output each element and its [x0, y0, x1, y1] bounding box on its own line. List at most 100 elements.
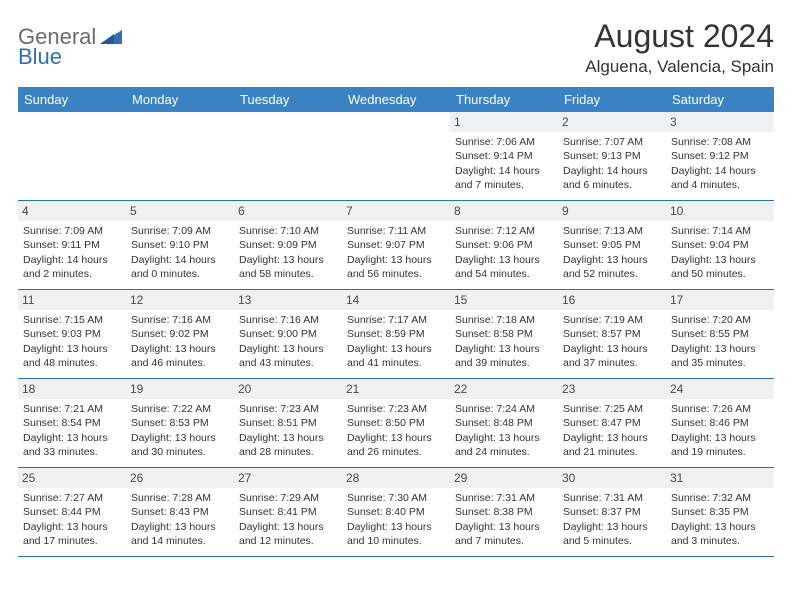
daylight-line: Daylight: 13 hours and 26 minutes.: [347, 431, 445, 459]
day-number: 26: [126, 468, 234, 488]
daylight-line: Daylight: 13 hours and 19 minutes.: [671, 431, 769, 459]
day-number: 5: [126, 201, 234, 221]
sunset-line: Sunset: 9:02 PM: [131, 327, 229, 341]
weekday-header-cell: Friday: [558, 87, 666, 112]
sunset-line: Sunset: 9:06 PM: [455, 238, 553, 252]
sunset-line: Sunset: 9:13 PM: [563, 149, 661, 163]
day-info: Sunrise: 7:29 AMSunset: 8:41 PMDaylight:…: [239, 491, 337, 548]
calendar-grid: 1Sunrise: 7:06 AMSunset: 9:14 PMDaylight…: [18, 112, 774, 557]
daylight-line: Daylight: 13 hours and 39 minutes.: [455, 342, 553, 370]
daylight-line: Daylight: 13 hours and 41 minutes.: [347, 342, 445, 370]
sunrise-line: Sunrise: 7:24 AM: [455, 402, 553, 416]
sunset-line: Sunset: 8:47 PM: [563, 416, 661, 430]
sunset-line: Sunset: 8:35 PM: [671, 505, 769, 519]
sunrise-line: Sunrise: 7:11 AM: [347, 224, 445, 238]
day-number: 29: [450, 468, 558, 488]
day-info: Sunrise: 7:09 AMSunset: 9:10 PMDaylight:…: [131, 224, 229, 281]
sunset-line: Sunset: 8:44 PM: [23, 505, 121, 519]
sunrise-line: Sunrise: 7:07 AM: [563, 135, 661, 149]
calendar-day-cell: 30Sunrise: 7:31 AMSunset: 8:37 PMDayligh…: [558, 468, 666, 556]
location-text: Alguena, Valencia, Spain: [585, 57, 774, 77]
sunrise-line: Sunrise: 7:16 AM: [239, 313, 337, 327]
daylight-line: Daylight: 13 hours and 50 minutes.: [671, 253, 769, 281]
sunrise-line: Sunrise: 7:15 AM: [23, 313, 121, 327]
calendar-day-cell: 15Sunrise: 7:18 AMSunset: 8:58 PMDayligh…: [450, 290, 558, 378]
sunrise-line: Sunrise: 7:06 AM: [455, 135, 553, 149]
day-info: Sunrise: 7:07 AMSunset: 9:13 PMDaylight:…: [563, 135, 661, 192]
calendar-day-cell: 12Sunrise: 7:16 AMSunset: 9:02 PMDayligh…: [126, 290, 234, 378]
calendar-day-cell: 23Sunrise: 7:25 AMSunset: 8:47 PMDayligh…: [558, 379, 666, 467]
daylight-line: Daylight: 14 hours and 4 minutes.: [671, 164, 769, 192]
day-info: Sunrise: 7:23 AMSunset: 8:51 PMDaylight:…: [239, 402, 337, 459]
day-number: 19: [126, 379, 234, 399]
daylight-line: Daylight: 13 hours and 52 minutes.: [563, 253, 661, 281]
sunrise-line: Sunrise: 7:31 AM: [563, 491, 661, 505]
calendar-week-row: 1Sunrise: 7:06 AMSunset: 9:14 PMDaylight…: [18, 112, 774, 200]
day-number: 21: [342, 379, 450, 399]
sunrise-line: Sunrise: 7:23 AM: [239, 402, 337, 416]
day-number: 22: [450, 379, 558, 399]
sunset-line: Sunset: 9:05 PM: [563, 238, 661, 252]
day-number: [342, 112, 450, 116]
day-number: 23: [558, 379, 666, 399]
sunrise-line: Sunrise: 7:22 AM: [131, 402, 229, 416]
sunrise-line: Sunrise: 7:20 AM: [671, 313, 769, 327]
day-number: 14: [342, 290, 450, 310]
sunrise-line: Sunrise: 7:32 AM: [671, 491, 769, 505]
sunrise-line: Sunrise: 7:14 AM: [671, 224, 769, 238]
daylight-line: Daylight: 13 hours and 37 minutes.: [563, 342, 661, 370]
day-info: Sunrise: 7:19 AMSunset: 8:57 PMDaylight:…: [563, 313, 661, 370]
day-info: Sunrise: 7:23 AMSunset: 8:50 PMDaylight:…: [347, 402, 445, 459]
daylight-line: Daylight: 13 hours and 43 minutes.: [239, 342, 337, 370]
daylight-line: Daylight: 13 hours and 21 minutes.: [563, 431, 661, 459]
day-number: 7: [342, 201, 450, 221]
logo-sub: Blue: [18, 44, 62, 70]
sunrise-line: Sunrise: 7:12 AM: [455, 224, 553, 238]
calendar-day-cell: 20 Sunrise: 7:23 AMSunset: 8:51 PMDayligh…: [234, 379, 342, 467]
sunrise-line: Sunrise: 7:13 AM: [563, 224, 661, 238]
daylight-line: Daylight: 13 hours and 58 minutes.: [239, 253, 337, 281]
daylight-line: Daylight: 13 hours and 10 minutes.: [347, 520, 445, 548]
calendar-day-cell: 29Sunrise: 7:31 AMSunset: 8:38 PMDayligh…: [450, 468, 558, 556]
calendar-day-cell: [18, 112, 126, 200]
daylight-line: Daylight: 13 hours and 30 minutes.: [131, 431, 229, 459]
day-info: Sunrise: 7:31 AMSunset: 8:37 PMDaylight:…: [563, 491, 661, 548]
sunset-line: Sunset: 8:41 PM: [239, 505, 337, 519]
calendar-day-cell: 22Sunrise: 7:24 AMSunset: 8:48 PMDayligh…: [450, 379, 558, 467]
sunrise-line: Sunrise: 7:18 AM: [455, 313, 553, 327]
day-number: 13: [234, 290, 342, 310]
sunset-line: Sunset: 8:40 PM: [347, 505, 445, 519]
day-number: [234, 112, 342, 116]
sunset-line: Sunset: 9:11 PM: [23, 238, 121, 252]
daylight-line: Daylight: 13 hours and 5 minutes.: [563, 520, 661, 548]
calendar-day-cell: 25Sunrise: 7:27 AMSunset: 8:44 PMDayligh…: [18, 468, 126, 556]
sunset-line: Sunset: 8:37 PM: [563, 505, 661, 519]
calendar-day-cell: 5 Sunrise: 7:09 AMSunset: 9:10 PMDaylight…: [126, 201, 234, 289]
sunset-line: Sunset: 8:43 PM: [131, 505, 229, 519]
sunset-line: Sunset: 8:57 PM: [563, 327, 661, 341]
sunrise-line: Sunrise: 7:26 AM: [671, 402, 769, 416]
calendar-week-row: 11Sunrise: 7:15 AMSunset: 9:03 PMDayligh…: [18, 289, 774, 378]
day-info: Sunrise: 7:22 AMSunset: 8:53 PMDaylight:…: [131, 402, 229, 459]
sunset-line: Sunset: 8:58 PM: [455, 327, 553, 341]
day-number: 2: [558, 112, 666, 132]
daylight-line: Daylight: 13 hours and 48 minutes.: [23, 342, 121, 370]
daylight-line: Daylight: 13 hours and 46 minutes.: [131, 342, 229, 370]
day-info: Sunrise: 7:18 AMSunset: 8:58 PMDaylight:…: [455, 313, 553, 370]
day-number: 3: [666, 112, 774, 132]
calendar-day-cell: 2 Sunrise: 7:07 AMSunset: 9:13 PMDaylight…: [558, 112, 666, 200]
day-info: Sunrise: 7:17 AMSunset: 8:59 PMDaylight:…: [347, 313, 445, 370]
day-info: Sunrise: 7:26 AMSunset: 8:46 PMDaylight:…: [671, 402, 769, 459]
calendar-day-cell: 7Sunrise: 7:11 AMSunset: 9:07 PMDaylight…: [342, 201, 450, 289]
sunset-line: Sunset: 9:04 PM: [671, 238, 769, 252]
daylight-line: Daylight: 14 hours and 0 minutes.: [131, 253, 229, 281]
day-number: 20: [234, 379, 342, 399]
day-info: Sunrise: 7:15 AMSunset: 9:03 PMDaylight:…: [23, 313, 121, 370]
sunset-line: Sunset: 9:09 PM: [239, 238, 337, 252]
calendar-day-cell: [342, 112, 450, 200]
sunrise-line: Sunrise: 7:09 AM: [131, 224, 229, 238]
calendar-day-cell: 16Sunrise: 7:19 AMSunset: 8:57 PMDayligh…: [558, 290, 666, 378]
weekday-header-cell: Wednesday: [342, 87, 450, 112]
calendar-page: General August 2024 Alguena, Valencia, S…: [0, 0, 792, 612]
calendar-day-cell: 14 Sunrise: 7:17 AMSunset: 8:59 PMDayligh…: [342, 290, 450, 378]
